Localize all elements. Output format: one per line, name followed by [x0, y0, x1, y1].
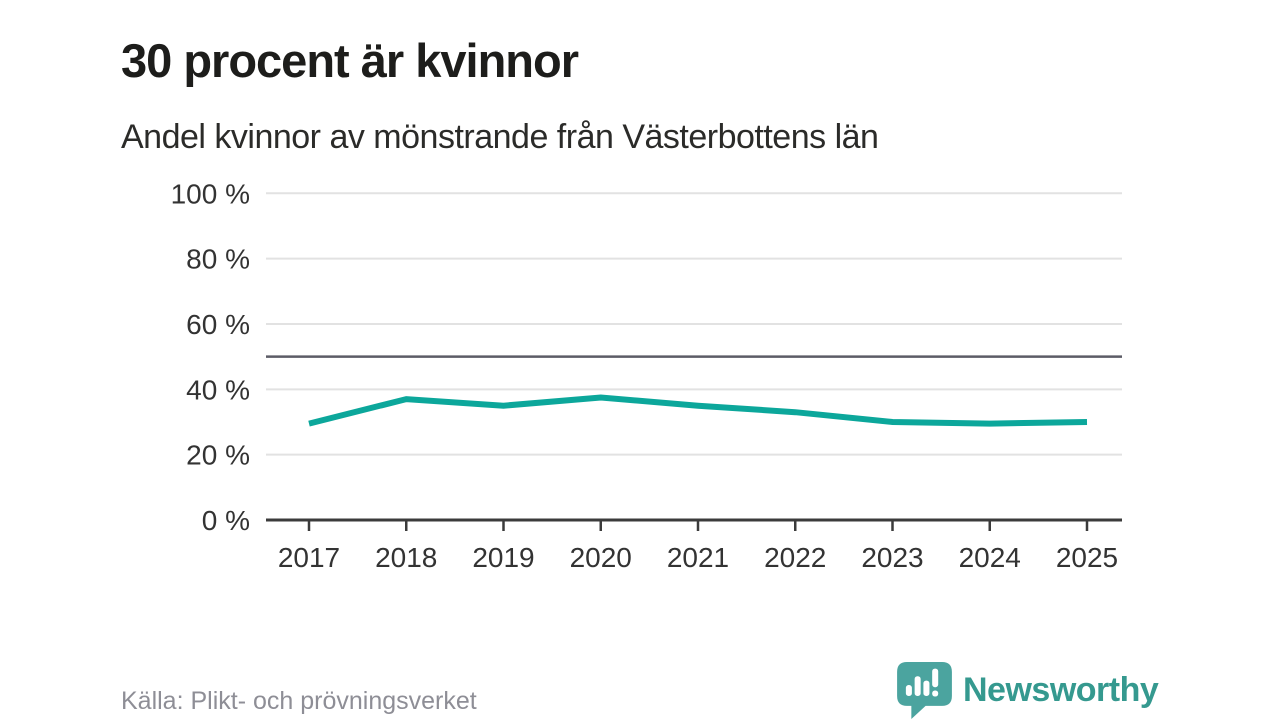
- logo-exclamation-dot: [932, 690, 939, 697]
- logo-bar-2: [914, 676, 921, 696]
- newsworthy-logo-icon: [897, 662, 952, 719]
- y-axis-label: 80 %: [186, 244, 250, 275]
- y-axis-label: 40 %: [186, 374, 250, 405]
- source-note: Källa: Plikt- och prövningsverket: [121, 687, 477, 715]
- brand-name: Newsworthy: [963, 671, 1159, 709]
- x-axis-label: 2024: [959, 542, 1021, 573]
- chart-title: 30 procent är kvinnor: [121, 34, 579, 88]
- logo-exclamation-bar: [932, 668, 939, 688]
- y-axis-label: 60 %: [186, 309, 250, 340]
- x-axis-label: 2020: [570, 542, 632, 573]
- y-axis-label: 100 %: [171, 178, 250, 209]
- y-axis-label: 0 %: [202, 505, 250, 536]
- x-axis-label: 2021: [667, 542, 729, 573]
- y-axis-label: 20 %: [186, 440, 250, 471]
- x-axis-label: 2023: [861, 542, 923, 573]
- chart-subtitle: Andel kvinnor av mönstrande från Västerb…: [121, 118, 879, 156]
- logo-bar-1: [905, 685, 912, 696]
- x-axis-label: 2025: [1056, 542, 1118, 573]
- data-line: [308, 394, 1088, 427]
- x-axis-label: 2017: [278, 542, 340, 573]
- line-chart: 0 % 20 % 40 % 60 % 80 % 100 % 2017 2018 2019 2020…: [171, 178, 1122, 573]
- x-axis-label: 2019: [472, 542, 534, 573]
- x-axis-label: 2018: [375, 542, 437, 573]
- logo-bar-3: [923, 680, 930, 696]
- x-axis-label: 2022: [764, 542, 826, 573]
- brand-logo: Newsworthy: [897, 662, 1159, 719]
